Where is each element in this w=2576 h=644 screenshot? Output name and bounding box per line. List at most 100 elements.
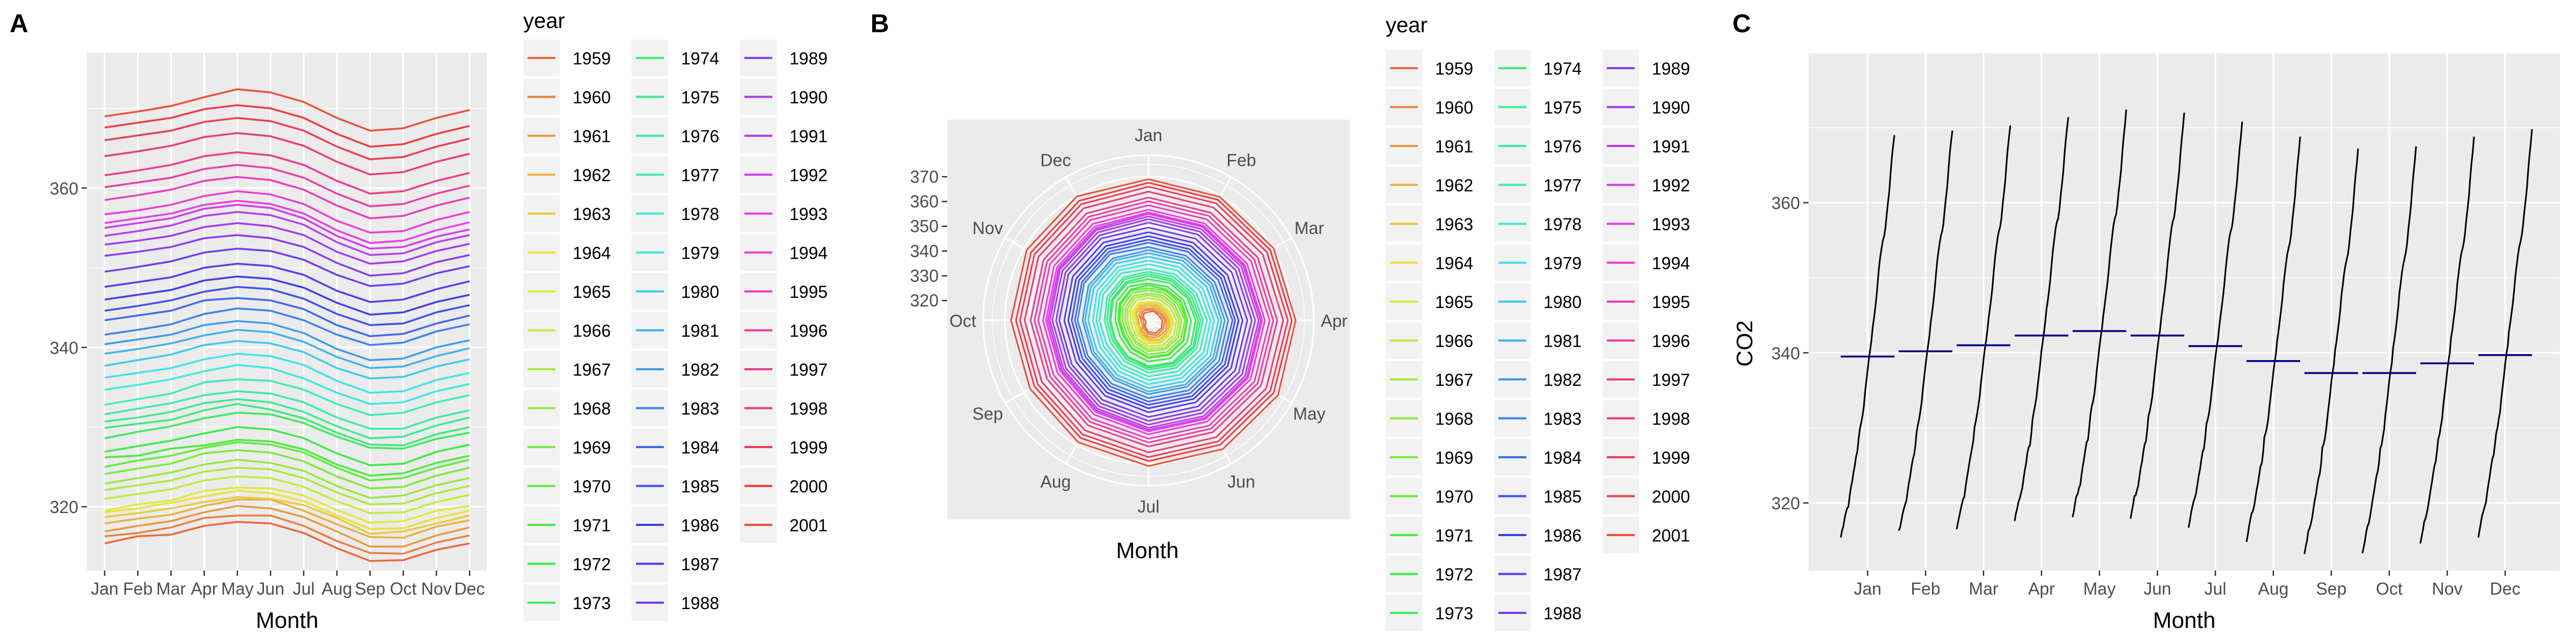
panel-a-legend-label: 1963: [573, 204, 611, 224]
panel-b-legend-label: 1963: [1435, 215, 1473, 234]
panel-b-series-line: [1034, 200, 1275, 444]
panel-a-legend-label: 1978: [681, 204, 719, 224]
panel-a-series-line: [104, 441, 470, 481]
panel-b-series-line: [1131, 301, 1174, 345]
panel-a-series-line: [104, 297, 470, 338]
panel-b-legend-label: 1971: [1435, 526, 1473, 545]
panel-label-a: A: [10, 10, 28, 38]
panel-a-series-line: [104, 486, 470, 524]
panel-c-plot-background: [1809, 53, 2560, 570]
panel-b-series-line: [1081, 249, 1226, 396]
panel-a-series-line: [104, 426, 470, 466]
panel-c-x-axis-title: Month: [2153, 608, 2216, 633]
panel-b-legend-label: 2000: [1652, 487, 1690, 507]
panel-c-y-axis-title: CO2: [1732, 320, 1757, 367]
panel-a-series-line: [104, 116, 470, 160]
panel-a-legend-label: 2000: [789, 477, 828, 496]
panel-b-legend-label: 1969: [1435, 448, 1473, 467]
panel-c-x-tick-label: Mar: [1968, 579, 1998, 598]
panel-a-x-tick-label: Jul: [292, 579, 314, 598]
panel-a-legend-label: 1959: [573, 49, 611, 68]
panel-a-legend-label: 1967: [573, 360, 611, 379]
panel-b-angle-label: Oct: [949, 311, 976, 331]
panel-c-subseries-line: [2072, 109, 2127, 518]
panel-a-legend-label: 1960: [573, 88, 611, 107]
panel-a-series-line: [104, 275, 470, 316]
panel-b-legend-label: 1993: [1652, 215, 1690, 234]
panel-b-legend-label: 1977: [1543, 176, 1582, 195]
panel-a-axes: 320 340 360 Jan Feb Mar Apr May Jun Jul Aug Sep Oct N…: [50, 179, 485, 598]
panel-c-subseries-line: [2303, 148, 2359, 554]
panel-a-series-line: [104, 449, 470, 489]
panel-b-series-line: [1124, 292, 1182, 353]
panel-a-series-line: [104, 499, 470, 539]
panel-a-series-line: [104, 521, 470, 562]
panel-b-series-line: [1051, 218, 1256, 426]
panel-b-angle-label: Sep: [972, 404, 1003, 423]
panel-a-series-line: [104, 340, 470, 379]
panel-b-series-line: [1063, 231, 1243, 413]
panel-b-r-tick-label: 330: [910, 266, 939, 286]
panel-b-legend-label: 1970: [1435, 487, 1473, 507]
panel-a-x-tick-label: May: [221, 579, 253, 598]
panel-b-series-line: [1118, 287, 1188, 358]
panel-b-angle-label: Mar: [1294, 218, 1324, 238]
panel-a-series-line: [104, 234, 470, 277]
panel-a-series-line: [104, 466, 470, 506]
panel-a-series-line: [104, 475, 470, 514]
panel-b-angle-label: Aug: [1041, 472, 1071, 492]
panel-b-series-line: [1135, 303, 1171, 342]
panel-b-series-line: [1106, 273, 1202, 371]
panel-a-x-tick-label: Apr: [191, 579, 218, 598]
panel-a-legend-label: 1986: [681, 516, 719, 535]
panel-b-legend-label: 1987: [1543, 565, 1582, 584]
panel-b-series-line: [1109, 278, 1197, 367]
panel-b-legend-label: 1982: [1543, 370, 1582, 390]
panel-a-series-line: [104, 247, 470, 287]
panel-b-series-line: [1047, 213, 1262, 431]
panel-b-series-line: [1015, 181, 1293, 462]
panel-b-axes: Jan Feb Mar Apr May Jun Jul Aug Sep Oct Nov Dec 320 3…: [910, 126, 1348, 516]
panel-a-legend-label: 1976: [681, 127, 719, 146]
panel-b-angle-label: Dec: [1041, 150, 1071, 170]
panel-b-legend-label: 1999: [1652, 448, 1690, 467]
panel-b-legend-label: 1965: [1435, 292, 1473, 312]
panel-b-legend-label: 1975: [1543, 98, 1582, 118]
panel-a-x-tick-label: Oct: [390, 579, 416, 598]
panel-b-legend-label: 1960: [1435, 98, 1473, 118]
panel-a-legend-label: 1979: [681, 244, 719, 263]
panel-a-series-line: [104, 200, 470, 244]
panel-b-series-line: [1045, 211, 1263, 433]
panel-b-legend: year 1959 1960 1961 1962 1963 1964 1965 1966 1967…: [1386, 13, 1690, 631]
panel-b-legend-title: year: [1386, 13, 1428, 37]
panel-a-series-line: [104, 203, 470, 250]
panel-c-x-tick-label: Aug: [2258, 579, 2289, 598]
panel-b-r-tick-label: 320: [910, 291, 939, 310]
panel-b-series-line: [1019, 186, 1289, 458]
panel-c-monthly-means: [1841, 330, 2532, 374]
panel-c-subseries-line: [2014, 117, 2069, 521]
panel-a-series-line: [104, 320, 470, 361]
panel-b-legend-label: 1994: [1652, 254, 1690, 273]
panel-a-legend-label: 1994: [789, 244, 828, 263]
panel-b-r-tick-label: 350: [910, 217, 939, 236]
panel-b-legend-label: 1964: [1435, 254, 1473, 273]
panel-c-x-tick-label: May: [2083, 579, 2116, 598]
panel-b-series-line: [1108, 275, 1199, 369]
panel-c-subseries-line: [1898, 130, 1953, 531]
panel-b-series-line: [1084, 252, 1223, 393]
panel-a-legend-label: 1972: [573, 555, 611, 574]
panel-b-polar-plot: Jan Feb Mar Apr May Jun Jul Aug Sep Oct Nov Dec 320 3…: [910, 13, 1690, 631]
panel-b-legend-label: 1988: [1543, 604, 1582, 623]
panel-b-legend-label: 1959: [1435, 59, 1473, 78]
panel-a-series-line: [104, 438, 470, 477]
panel-b-series-line: [1103, 271, 1204, 374]
panel-a-series-line: [104, 211, 470, 256]
panel-b-legend-label: 1961: [1435, 137, 1473, 156]
panel-a-series-line: [104, 328, 470, 369]
panel-b-series-line: [1055, 222, 1253, 422]
panel-b-series-line: [1136, 305, 1169, 341]
panel-b-legend-label: 1974: [1543, 59, 1582, 78]
panel-a-legend-label: 1968: [573, 399, 611, 419]
panel-a-series-line: [104, 398, 470, 440]
